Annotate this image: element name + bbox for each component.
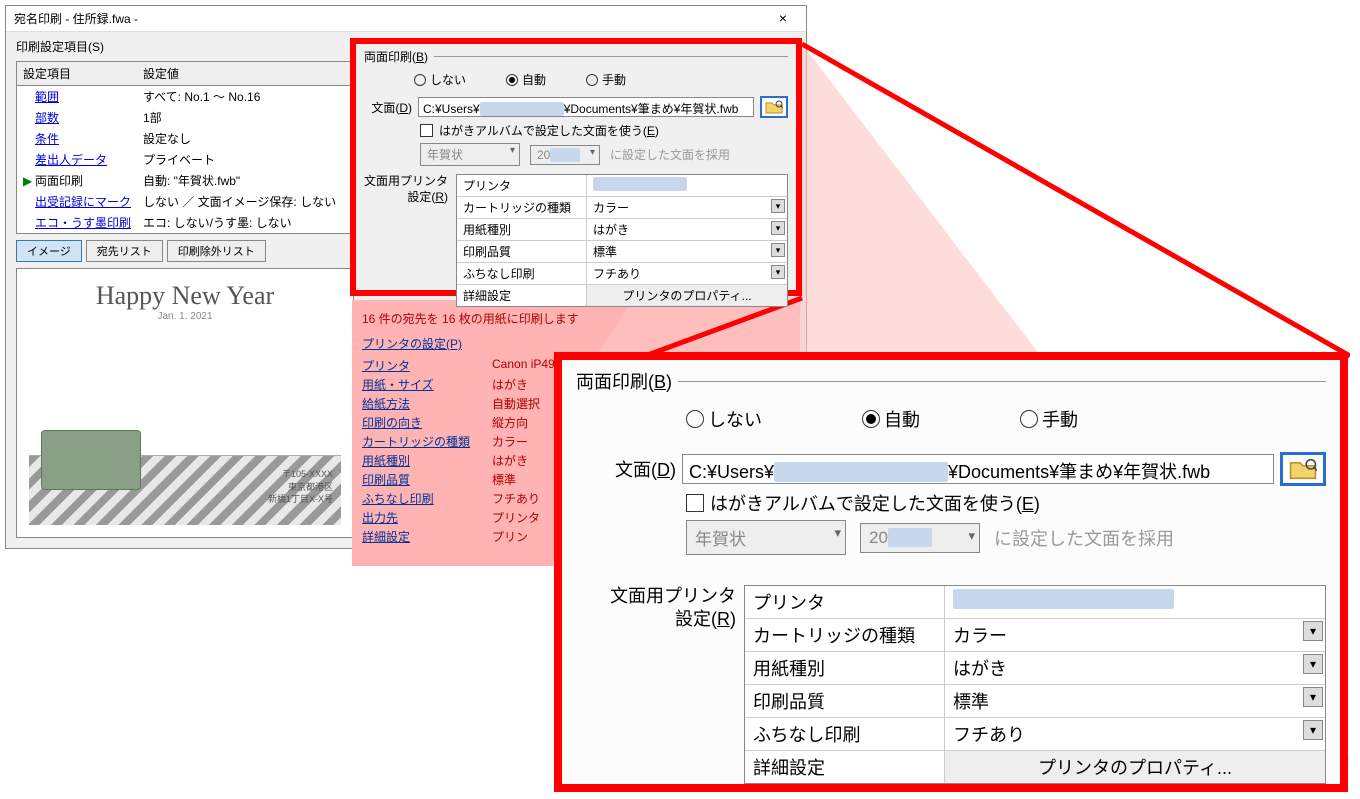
row-sender[interactable]: 差出人データ (35, 153, 107, 167)
grid-header-name: 設定項目 (17, 62, 137, 85)
browse-button[interactable] (760, 96, 788, 118)
printer-properties-button[interactable]: プリンタのプロパティ... (587, 285, 787, 306)
year-combo[interactable]: 20x (530, 145, 600, 165)
radio-none[interactable]: しない (414, 71, 466, 88)
window-title: 宛名印刷 - 住所録.fwa - (14, 10, 138, 27)
zoom-radio-manual[interactable]: 手動 (1020, 406, 1078, 432)
settings-grid: 設定項目 設定値 範囲すべて: No.1 ～ No.16 部数1部 条件設定なし… (16, 61, 354, 234)
paper-dropdown[interactable]: ▾ (771, 221, 785, 235)
zoom-radio-auto[interactable]: 自動 (862, 406, 920, 432)
zoom-printer-mini-table: プリンタprinter name カートリッジの種類カラー▾ 用紙種別はがき▾ … (744, 585, 1326, 784)
printer-mini-table: プリンタprinter カートリッジの種類カラー▾ 用紙種別はがき▾ 印刷品質標… (456, 174, 788, 307)
zoom-borderless-dropdown[interactable]: ▾ (1303, 720, 1323, 740)
zoom-printer-properties-button[interactable]: プリンタのプロパティ... (945, 751, 1325, 783)
zoom-cart-dropdown[interactable]: ▾ (1303, 621, 1323, 641)
zoom-use-album-checkbox[interactable] (686, 494, 704, 512)
zoom-year-combo[interactable]: 20x (860, 523, 980, 553)
use-album-checkbox[interactable] (420, 124, 433, 137)
tab-list[interactable]: 宛先リスト (86, 240, 163, 262)
row-range[interactable]: 範囲 (35, 90, 59, 104)
preview-address: 〒105-XXXX 東京都港区 新橋1丁目X-X号 (268, 468, 333, 506)
zoom-radio-none[interactable]: しない (686, 406, 762, 432)
zoom-type-combo[interactable]: 年賀状 (686, 520, 846, 555)
zoom-browse-button[interactable] (1280, 452, 1326, 486)
preview-hny: Happy New Year (29, 281, 341, 311)
tab-image[interactable]: イメージ (16, 240, 82, 262)
envelope-icon (41, 430, 141, 490)
zoom-doc-path-input[interactable]: C:¥Users¥xxxxxx¥Documents¥筆まめ¥年賀状.fwb (682, 454, 1274, 484)
duplex-panel-zoom: 両面印刷(B) しない 自動 手動 文面(D) C:¥Users¥xxxxxx¥… (554, 352, 1348, 792)
summary-text: 16 件の宛先を 16 枚の用紙に印刷します (362, 310, 790, 327)
cart-dropdown[interactable]: ▾ (771, 199, 785, 213)
type-combo[interactable]: 年賀状 (420, 143, 520, 166)
duplex-panel: 両面印刷(B) しない 自動 手動 文面(D) C:¥Users¥xxxx¥Do… (350, 38, 802, 296)
row-copies[interactable]: 部数 (35, 111, 59, 125)
zoom-paper-dropdown[interactable]: ▾ (1303, 654, 1323, 674)
radio-auto[interactable]: 自動 (506, 71, 546, 88)
zoom-quality-dropdown[interactable]: ▾ (1303, 687, 1323, 707)
preview-image: Happy New Year Jan. 1. 2021 〒105-XXXX 東京… (16, 268, 354, 538)
close-button[interactable]: × (768, 10, 798, 27)
tab-exclude[interactable]: 印刷除外リスト (167, 240, 266, 262)
doc-path-input[interactable]: C:¥Users¥xxxx¥Documents¥筆まめ¥年賀状.fwb (418, 97, 754, 117)
borderless-dropdown[interactable]: ▾ (771, 265, 785, 279)
row-mark[interactable]: 出受記録にマーク (35, 195, 131, 209)
row-duplex[interactable]: 両面印刷 (35, 174, 83, 188)
titlebar: 宛名印刷 - 住所録.fwa - × (6, 6, 806, 32)
printer-settings-header[interactable]: プリンタの設定(P) (362, 335, 790, 352)
row-eco[interactable]: エコ・うす墨印刷 (35, 216, 131, 230)
quality-dropdown[interactable]: ▾ (771, 243, 785, 257)
radio-manual[interactable]: 手動 (586, 71, 626, 88)
grid-header-value: 設定値 (137, 62, 353, 85)
row-condition[interactable]: 条件 (35, 132, 59, 146)
